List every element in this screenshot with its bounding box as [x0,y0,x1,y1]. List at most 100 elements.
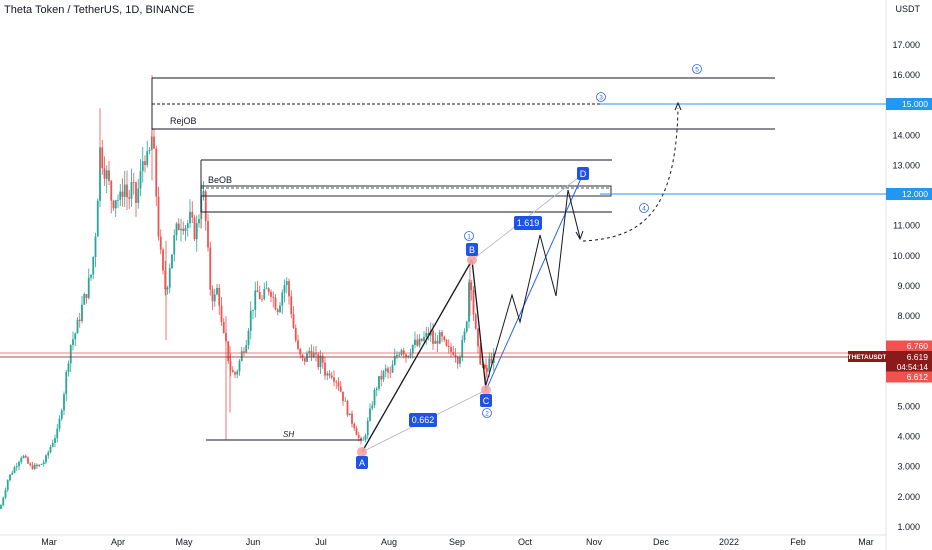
candle-body [400,350,403,355]
leg-ab [361,259,473,453]
candle-body [141,161,144,172]
candle-body [279,305,281,313]
candle-body [13,467,16,473]
candle-body [346,400,349,416]
candle-body [33,464,36,470]
candle-body [360,437,362,441]
candle-body [56,428,59,439]
wave-4 [639,203,649,213]
last-price-bg [886,351,932,373]
candle-body [49,446,52,453]
price-tick-label: 17.000 [892,40,920,50]
time-tick-label: Aug [381,537,397,547]
candle-body [96,200,99,237]
time-tick-label: Sep [449,537,465,547]
last-price-label: 6.619 [907,352,929,362]
candle-body [407,355,410,358]
candle-body [137,188,140,203]
point-d-badge [577,167,589,180]
price-tick-label: 14.000 [892,130,920,140]
candle-body [290,296,293,315]
price-labels: 15.000 12.000 6.760 THETAUSDT 6.61904:54:146… [848,98,932,383]
candle-body [60,410,63,419]
candle-body [382,371,385,380]
ratio-1619-box [514,216,542,230]
candle-body [389,372,392,374]
candle-body [177,223,180,231]
time-tick-label: Oct [518,537,533,547]
candle-body [490,358,493,364]
level-low-label-bg [886,371,932,383]
level-high-label-bg [886,340,932,352]
candle-body [398,354,401,356]
candle-body [472,290,475,315]
target-15-label: 15.000 [902,99,928,109]
wave-1 [464,231,474,241]
candle-body [355,428,358,436]
candle-body [335,381,338,383]
time-tick-label: Dec [653,537,670,547]
candle-body [159,236,162,250]
candle-body [292,314,295,328]
candle-body [423,336,425,341]
projection-path [485,189,581,386]
candle-body [4,489,7,498]
projection-arrow [575,230,584,241]
point-a-label: A [359,458,365,468]
candle-body [162,249,164,271]
candle-body [87,277,90,298]
candle-body [139,171,142,189]
candle-body [288,281,290,297]
candle-body [18,462,20,467]
point-c-label: C [483,396,490,406]
candle-body [339,386,342,392]
candle-body [189,211,191,224]
candle-body [157,196,160,237]
candle-body [438,332,441,344]
candle-body [45,455,47,463]
beob-label: BeOB [208,175,232,185]
candle-body [375,388,378,390]
candle-body [445,339,448,346]
leg-bc [471,259,487,391]
candle-body [36,464,38,467]
rejob-label: RejOB [170,116,197,126]
candle-body [180,228,182,231]
candle-body [414,339,416,345]
candle-body [364,435,367,440]
candle-body [470,282,473,291]
candle-body [173,235,176,255]
candle-body [483,364,486,368]
candle-body [85,294,88,298]
candle-body [427,332,430,336]
point-d-label: D [580,169,587,179]
wave-curve-arrow [674,101,682,111]
candle-body [92,257,95,275]
wave-3 [596,92,606,102]
candle-body [321,355,324,363]
candle-body [182,228,185,232]
candle-body [384,368,387,372]
candle-body [297,340,299,349]
candle-body [74,333,77,340]
candle-body [461,339,464,357]
point-c-badge [480,394,492,407]
candle-body [184,228,187,232]
candle-body [78,319,81,322]
candle-body [110,180,113,201]
candle-body [47,452,50,456]
candle-body [207,221,209,248]
candle-body [369,408,371,421]
candle-body [261,298,263,300]
candle-body [270,291,272,297]
wave-2 [482,408,492,418]
candle-body [144,161,146,166]
candle-body [58,418,61,429]
candle-body [227,341,230,362]
ratio-1619: 1.619 [517,218,540,228]
candle-body [420,338,423,341]
wave-3-label: 3 [599,95,603,102]
candle-body [29,463,32,466]
candle-body [218,287,221,306]
